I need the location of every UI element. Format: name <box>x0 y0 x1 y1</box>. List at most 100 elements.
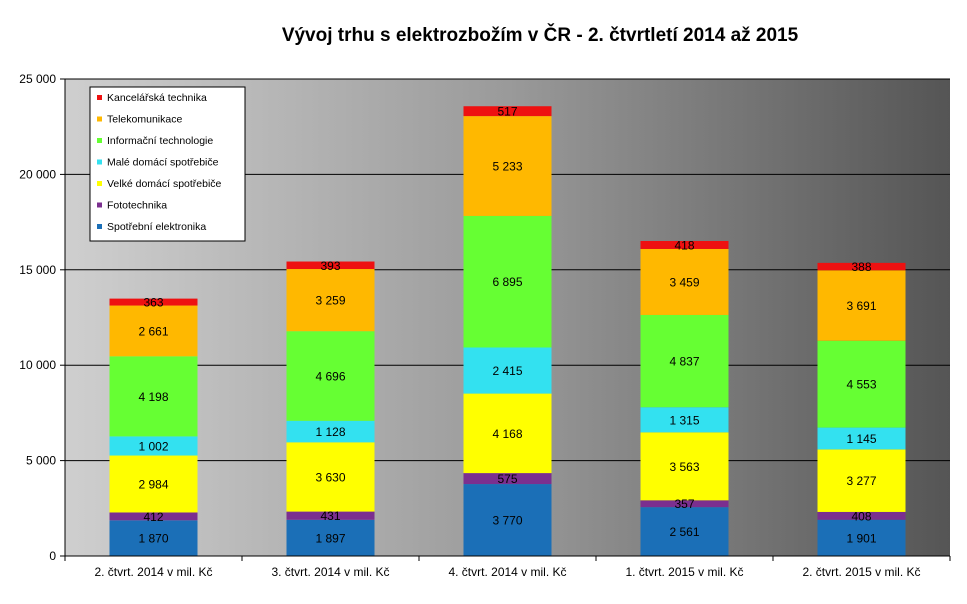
bar-segment <box>817 262 906 271</box>
data-label: 1 002 <box>138 439 168 453</box>
bar-segment <box>463 116 552 216</box>
data-label: 6 895 <box>492 275 522 289</box>
legend-swatch <box>97 116 102 122</box>
data-label: 5 233 <box>492 160 522 174</box>
legend-swatch <box>97 224 102 229</box>
data-label: 2 984 <box>138 477 168 491</box>
y-tick-label: 5 000 <box>26 454 56 468</box>
axes <box>64 79 950 557</box>
bar-segment <box>640 507 729 556</box>
bar-segment <box>109 512 198 521</box>
bar-segment <box>109 298 198 306</box>
data-label: 3 630 <box>315 470 345 484</box>
data-label: 1 901 <box>846 531 876 545</box>
bar-segment <box>817 427 906 450</box>
legend-swatch <box>97 202 102 208</box>
bar-segment <box>109 305 198 357</box>
bar-segment <box>463 393 552 474</box>
data-label: 363 <box>143 296 163 310</box>
data-label: 1 870 <box>138 532 168 546</box>
x-axis-ticks: 2. čtvrt. 2014 v mil. Kč 3. čtvrt. 2014 v… <box>64 556 951 579</box>
x-tick-label: 4. čtvrt. 2014 v mil. Kč <box>448 565 566 579</box>
bar-segment <box>286 261 375 270</box>
y-tick-label: 20 000 <box>19 167 56 181</box>
bar-segment <box>463 215 552 348</box>
legend-swatch <box>97 138 102 143</box>
legend-box <box>89 86 246 242</box>
bar-segment <box>640 240 729 249</box>
y-tick-label: 25 000 <box>19 72 56 86</box>
data-label: 4 198 <box>138 390 168 404</box>
bar-segment <box>109 455 198 513</box>
x-tick-label: 2. čtvrt. 2015 v mil. Kč <box>802 565 920 579</box>
data-label: 4 168 <box>492 427 522 441</box>
data-label: 1 128 <box>315 425 345 439</box>
bar-segment <box>817 519 906 556</box>
y-axis-ticks: 0 5 000 10 000 15 000 20 000 25 000 <box>19 72 65 563</box>
x-tick-label: 2. čtvrt. 2014 v mil. Kč <box>94 565 212 579</box>
bar-segment <box>463 347 552 394</box>
bar-segment <box>640 407 729 433</box>
data-label: 3 277 <box>846 474 876 488</box>
bar-segment <box>640 432 729 501</box>
data-label: 418 <box>674 238 694 252</box>
data-label: 3 770 <box>492 514 522 528</box>
data-label: 357 <box>674 497 694 511</box>
bar-segment <box>286 519 375 556</box>
legend-swatch <box>97 95 102 100</box>
y-tick-label: 10 000 <box>19 358 56 372</box>
data-label: 2 561 <box>669 525 699 539</box>
legend-label: Spotřební elektronika <box>107 221 206 233</box>
data-label: 517 <box>497 105 517 119</box>
data-label: 1 315 <box>669 413 699 427</box>
bar-segment <box>109 436 198 456</box>
x-tick-label: 3. čtvrt. 2014 v mil. Kč <box>271 565 389 579</box>
x-tick-label: 1. čtvrt. 2015 v mil. Kč <box>625 565 743 579</box>
legend-label: Informační technologie <box>107 135 213 147</box>
bar-segment <box>286 442 375 512</box>
data-label: 393 <box>320 259 340 273</box>
data-label: 4 553 <box>846 378 876 392</box>
legend-label: Velké domácí spotřebiče <box>107 178 222 190</box>
bar-segment <box>286 331 375 421</box>
data-label: 575 <box>497 472 517 486</box>
bar-segment <box>286 511 375 520</box>
bar-segment <box>286 269 375 332</box>
data-labels: 1 870 412 2 984 1 002 4 198 2 661 363 1 897 431 3… <box>138 105 876 546</box>
legend-swatch <box>97 181 102 186</box>
data-label: 408 <box>851 509 871 523</box>
data-label: 4 696 <box>315 369 345 383</box>
data-label: 2 661 <box>138 324 168 338</box>
legend: Kancelářská technika Telekomunikace Inform… <box>89 86 246 242</box>
bar-segment <box>817 270 906 341</box>
legend-swatch <box>97 159 102 165</box>
bar-segment <box>640 314 729 408</box>
bar-segment <box>109 356 198 437</box>
data-label: 1 897 <box>315 531 345 545</box>
legend-label: Telekomunikace <box>107 114 182 126</box>
bar-segment <box>640 248 729 315</box>
data-label: 1 145 <box>846 432 876 446</box>
bar-segment <box>463 106 552 117</box>
y-tick-label: 0 <box>49 549 56 563</box>
bars <box>109 106 906 556</box>
data-label: 3 691 <box>846 299 876 313</box>
legend-label: Malé domácí spotřebiče <box>107 157 219 169</box>
bar-segment <box>286 420 375 443</box>
chart-title: Vývoj trhu s elektrozbožím v ČR - 2. čtv… <box>282 24 799 46</box>
legend-label: Fototechnika <box>107 200 167 212</box>
bar-segment <box>463 484 552 556</box>
data-label: 431 <box>320 509 340 523</box>
data-label: 3 563 <box>669 460 699 474</box>
data-label: 3 259 <box>315 294 345 308</box>
bar-segment <box>109 520 198 556</box>
legend-label: Kancelářská technika <box>107 92 207 104</box>
bar-segment <box>463 473 552 485</box>
data-label: 2 415 <box>492 364 522 378</box>
data-label: 412 <box>143 510 163 524</box>
bar-segment <box>817 511 906 520</box>
bar-segment <box>640 500 729 508</box>
bar-segment <box>817 340 906 428</box>
data-label: 3 459 <box>669 275 699 289</box>
